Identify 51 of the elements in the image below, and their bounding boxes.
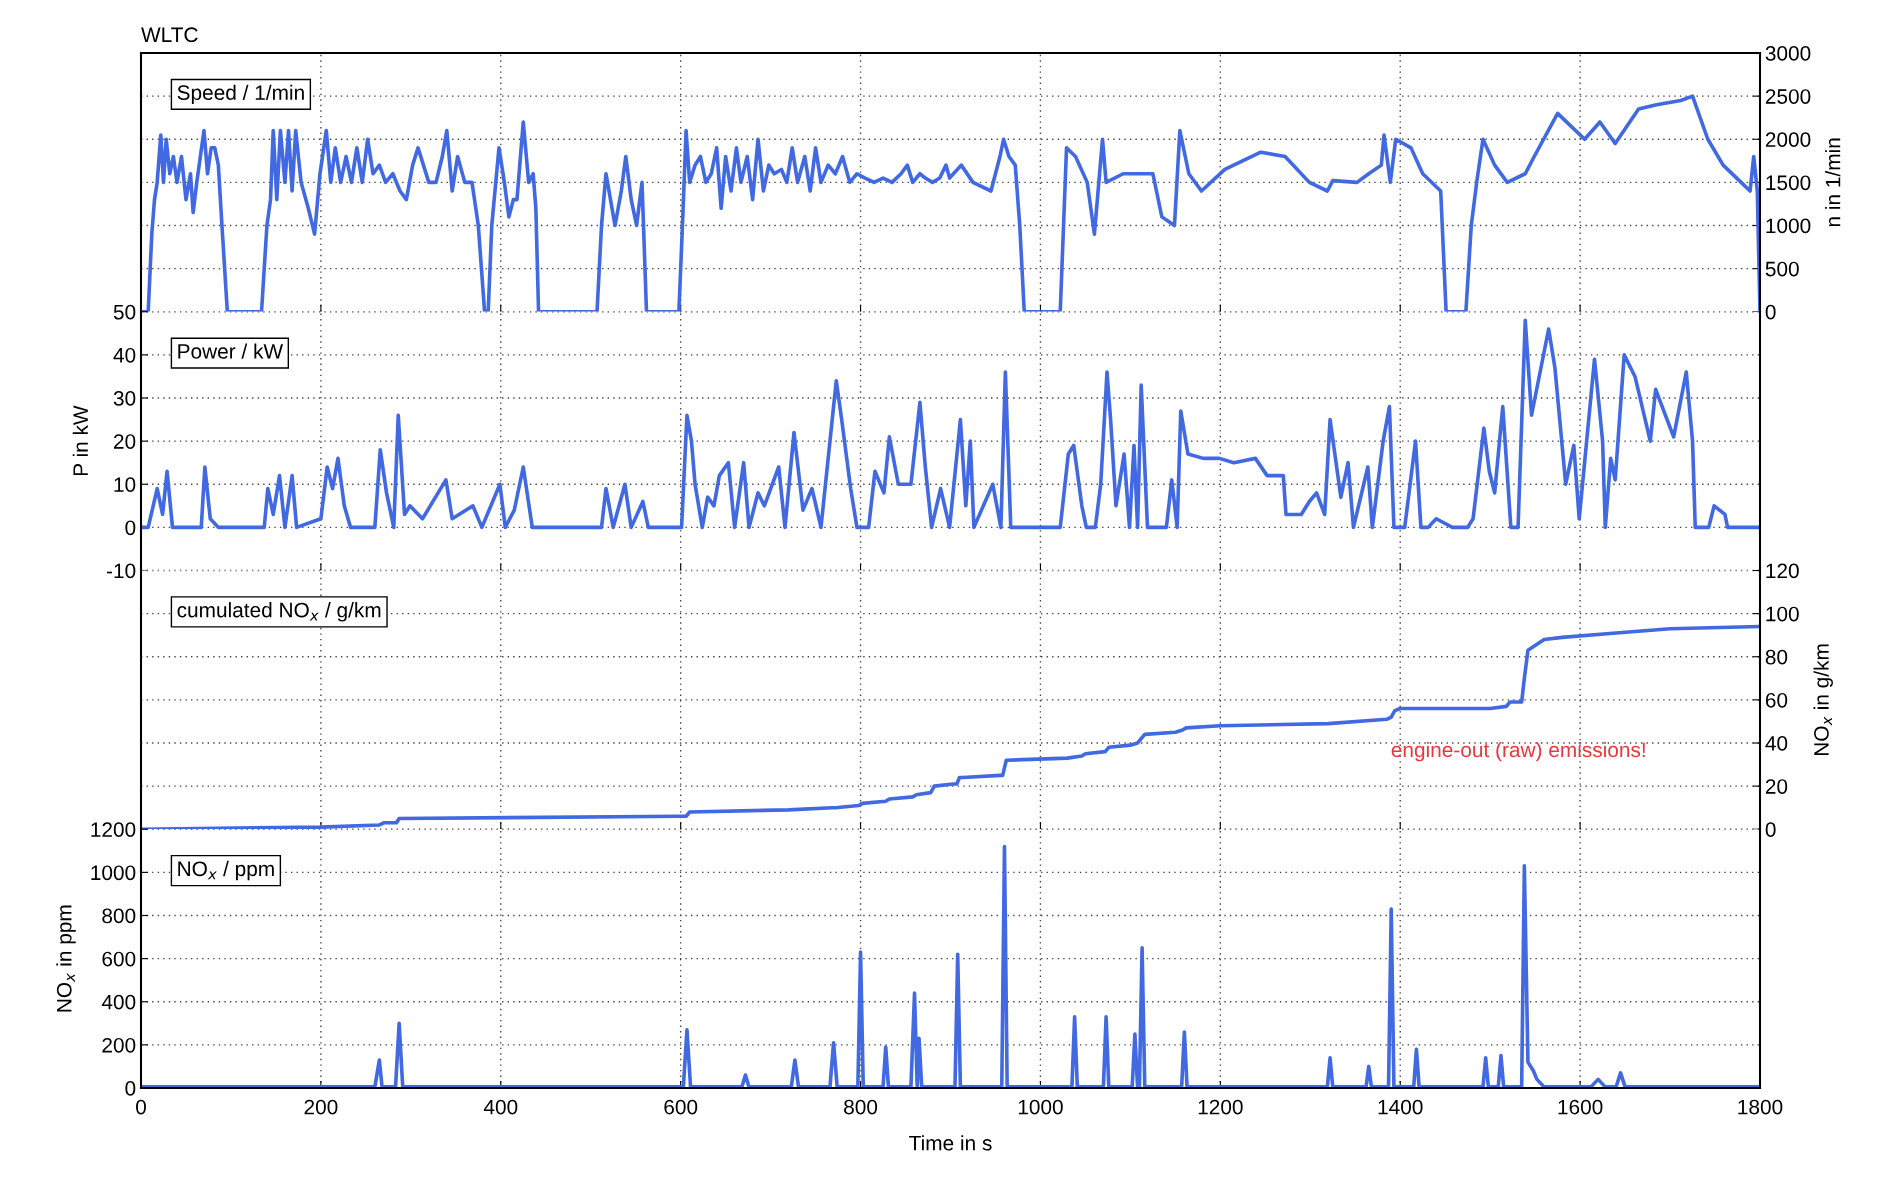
y2-tick-label: 120 [1766, 563, 1799, 579]
y-tick-label: 30 [113, 391, 136, 406]
y-tick-label: 400 [101, 994, 136, 1010]
chart-title: WLTC [141, 27, 198, 43]
y-tick-label: 0 [125, 1081, 136, 1096]
x-tick-label: 0 [136, 1099, 146, 1115]
y2-tick-label: 500 [1765, 261, 1799, 277]
y2-tick-label: 80 [1765, 649, 1788, 665]
annotation: cumulated NO$_{x}$ / g/km [177, 602, 381, 622]
y-tick-label: 50 [113, 304, 136, 320]
annotation: engine-out (raw) emissions! [1391, 741, 1645, 762]
y2-tick-label: 2000 [1765, 132, 1811, 147]
y-tick-label: 0 [125, 520, 136, 536]
x-tick-label: 600 [664, 1099, 698, 1115]
y2-axis-title: NO$_{x}$ in g/km [1813, 644, 1833, 756]
y-tick-label: 600 [102, 951, 136, 967]
y2-tick-label: 60 [1765, 692, 1788, 708]
x-tick-label: 1800 [1738, 1099, 1783, 1115]
y2-tick-label: 1500 [1766, 175, 1811, 191]
line-series [141, 318, 1760, 530]
y2-axis-title: n in 1/min [1825, 138, 1841, 227]
annotation: NO$_{x}$ / ppm [178, 860, 274, 881]
annotation: Power / kW [178, 343, 284, 359]
x-tick-label: 1200 [1198, 1099, 1243, 1115]
y2-tick-label: 100 [1766, 606, 1799, 622]
y-tick-label: -10 [106, 563, 136, 579]
y2-tick-label: 20 [1765, 779, 1788, 794]
y-tick-label: 10 [114, 477, 136, 492]
y-axis-title: P in kW [72, 405, 88, 476]
y2-tick-label: 0 [1765, 822, 1776, 837]
x-tick-label: 1000 [1018, 1099, 1063, 1115]
y2-tick-label: 3000 [1765, 46, 1811, 61]
y2-tick-label: 0 [1765, 304, 1776, 320]
y2-tick-label: 2500 [1765, 89, 1811, 104]
x-tick-label: 800 [844, 1099, 878, 1115]
annotation: Speed / 1/min [177, 84, 304, 105]
x-tick-label: 400 [483, 1099, 518, 1115]
y-axis-title: NO$_{x}$ in ppm [56, 905, 76, 1012]
x-tick-label: 1400 [1378, 1099, 1423, 1115]
y-tick-label: 800 [102, 908, 136, 924]
x-tick-label: 1600 [1558, 1099, 1603, 1115]
x-axis-title: Time in s [909, 1135, 992, 1151]
y-tick-label: 40 [113, 347, 136, 363]
y-tick-label: 200 [102, 1037, 136, 1053]
y-tick-label: 1200 [91, 822, 136, 837]
y-tick-label: 20 [114, 434, 136, 449]
line-series [141, 624, 1760, 830]
y-tick-label: 1000 [91, 865, 136, 881]
y2-tick-label: 40 [1765, 736, 1788, 751]
y2-tick-label: 1000 [1766, 218, 1811, 234]
x-tick-label: 200 [304, 1099, 338, 1115]
